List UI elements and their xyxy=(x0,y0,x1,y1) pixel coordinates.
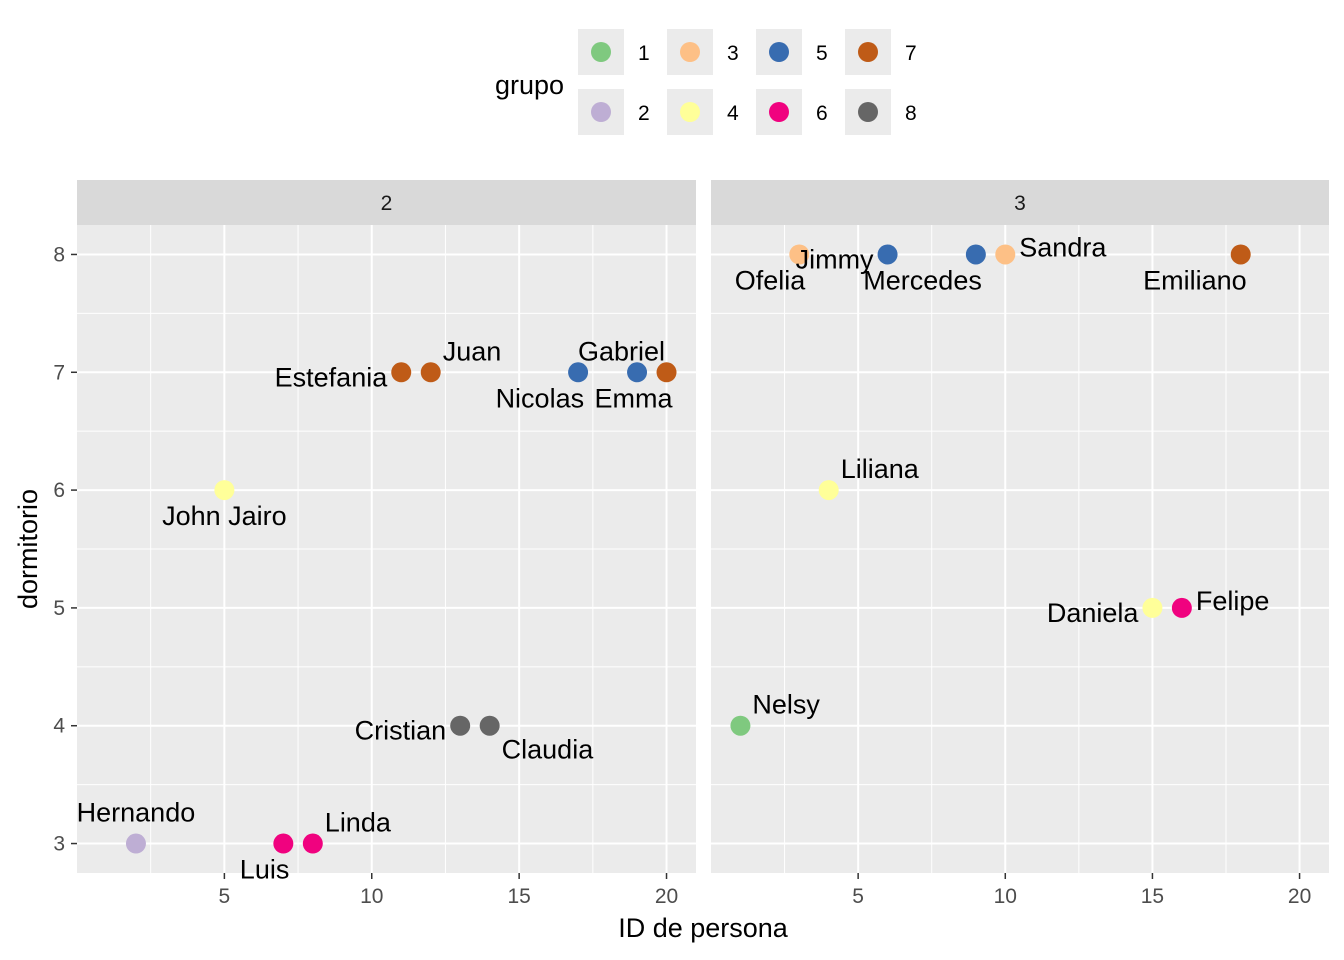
legend-item-4: 4 xyxy=(667,89,739,135)
x-tick-label: 15 xyxy=(1141,885,1164,908)
data-point-nicolas xyxy=(568,362,589,383)
legend-key-marker xyxy=(680,102,700,122)
y-tick-label: 7 xyxy=(53,361,65,384)
legend-item-5: 5 xyxy=(756,29,828,75)
x-tick-label: 5 xyxy=(852,885,864,908)
point-label: Mercedes xyxy=(863,265,982,295)
facet-panel-2: 2 5 10 15 20 3 4 5 6 7 8 Hernando John Jairo Luis Lind… xyxy=(53,180,696,908)
point-label: Jimmy xyxy=(796,244,874,274)
facet-strip-background xyxy=(77,180,696,225)
data-point-sandra xyxy=(995,244,1016,265)
point-label: Cristian xyxy=(355,716,447,746)
facet-strip-label: 3 xyxy=(1014,192,1026,215)
point-label: Emiliano xyxy=(1143,265,1247,295)
facet-strip-label: 2 xyxy=(381,192,393,215)
legend-key-marker xyxy=(591,42,611,62)
legend-item-6: 6 xyxy=(756,89,828,135)
x-axis-title: ID de persona xyxy=(618,913,789,943)
data-point-emma xyxy=(656,362,677,383)
legend-key-marker xyxy=(680,42,700,62)
data-point-emiliano xyxy=(1230,244,1251,265)
legend-label: 4 xyxy=(727,102,739,125)
data-point-juan xyxy=(420,362,441,383)
legend-label: 7 xyxy=(905,42,917,65)
legend-label: 3 xyxy=(727,42,739,65)
data-point-daniela xyxy=(1142,597,1163,618)
data-point-luis xyxy=(273,833,294,854)
y-tick-label: 3 xyxy=(53,833,65,856)
legend-key-marker xyxy=(769,42,789,62)
facet-panels: 2 5 10 15 20 3 4 5 6 7 8 Hernando John Jairo Luis Lind… xyxy=(53,180,1329,908)
point-label: Estefania xyxy=(275,362,389,392)
data-point-felipe xyxy=(1171,597,1192,618)
legend-item-1: 1 xyxy=(578,29,650,75)
data-point-cristian xyxy=(450,715,471,736)
y-tick-label: 4 xyxy=(53,715,65,738)
data-point-gabriel xyxy=(627,362,648,383)
legend-key-marker xyxy=(858,42,878,62)
legend: grupo 1 2 3 4 5 6 7 8 xyxy=(495,29,917,135)
data-point-john-jairo xyxy=(214,480,235,501)
point-label: Daniela xyxy=(1047,598,1140,628)
data-point-nelsy xyxy=(730,715,751,736)
legend-item-3: 3 xyxy=(667,29,739,75)
data-point-jimmy xyxy=(877,244,898,265)
point-label: Hernando xyxy=(77,798,196,828)
point-label: Luis xyxy=(240,855,290,885)
legend-label: 2 xyxy=(638,102,650,125)
point-label: Liliana xyxy=(841,454,920,484)
x-tick-label: 10 xyxy=(994,885,1017,908)
y-tick-label: 5 xyxy=(53,597,65,620)
y-tick-label: 6 xyxy=(53,479,65,502)
x-tick-label: 20 xyxy=(655,885,678,908)
legend-item-2: 2 xyxy=(578,89,650,135)
data-point-hernando xyxy=(125,833,146,854)
legend-key-marker xyxy=(769,102,789,122)
point-label: Felipe xyxy=(1196,586,1270,616)
point-label: Sandra xyxy=(1019,232,1107,262)
data-point-ofelia xyxy=(789,244,810,265)
legend-key-marker xyxy=(858,102,878,122)
legend-label: 1 xyxy=(638,42,650,65)
x-tick-label: 20 xyxy=(1288,885,1311,908)
legend-label: 5 xyxy=(816,42,828,65)
data-point-mercedes xyxy=(965,244,986,265)
data-point-liliana xyxy=(818,480,839,501)
x-tick-label: 10 xyxy=(360,885,383,908)
y-tick-label: 8 xyxy=(53,243,65,266)
x-tick-label: 15 xyxy=(507,885,530,908)
point-label: Juan xyxy=(443,336,502,366)
x-tick-label: 5 xyxy=(219,885,231,908)
data-point-linda xyxy=(302,833,323,854)
legend-title: grupo xyxy=(495,70,564,100)
data-point-claudia xyxy=(479,715,500,736)
legend-key-marker xyxy=(591,102,611,122)
legend-item-8: 8 xyxy=(845,89,917,135)
point-label: Nicolas xyxy=(496,383,585,413)
legend-item-7: 7 xyxy=(845,29,917,75)
point-label: Emma xyxy=(595,383,674,413)
point-label: Gabriel xyxy=(578,336,665,366)
data-point-estefania xyxy=(391,362,412,383)
point-label: Nelsy xyxy=(752,690,820,720)
point-label: Linda xyxy=(325,808,392,838)
facet-strip-background xyxy=(711,180,1329,225)
legend-label: 8 xyxy=(905,102,917,125)
point-label: Claudia xyxy=(502,735,595,765)
legend-label: 6 xyxy=(816,102,828,125)
point-label: Ofelia xyxy=(735,265,807,295)
point-label: John Jairo xyxy=(162,501,287,531)
y-axis-title: dormitorio xyxy=(13,489,43,609)
